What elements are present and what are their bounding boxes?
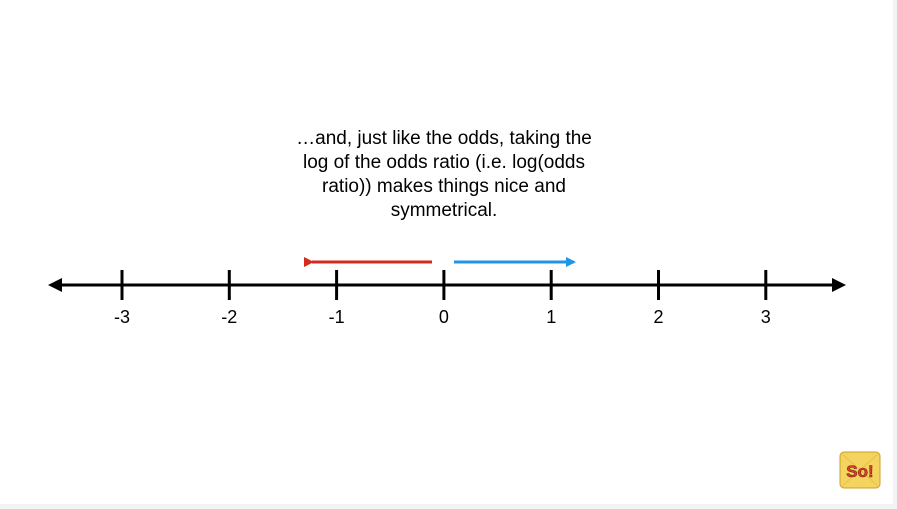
caption-line-4: symmetrical.	[390, 200, 498, 221]
caption-line-1: …and, just like the odds, taking the	[296, 128, 592, 149]
tick-label: 3	[761, 307, 771, 327]
logo-text: So!	[846, 462, 873, 481]
tick-label: 1	[546, 307, 556, 327]
axis-left-arrowhead	[48, 278, 62, 292]
caption-line-3: ratio)) makes things nice and	[322, 176, 566, 197]
axis-right-arrowhead	[832, 278, 846, 292]
statquest-logo-icon: So!	[838, 450, 882, 490]
caption-line-2: log of the odds ratio (i.e. log(odds	[302, 152, 585, 173]
caption-text: …and, just like the odds, taking the log…	[244, 127, 644, 223]
tick-label: -2	[221, 307, 237, 327]
tick-label: 2	[653, 307, 663, 327]
tick-label: -1	[329, 307, 345, 327]
tick-marks: -3 -2 -1 0 1 2 3	[114, 270, 771, 327]
tick-label: -3	[114, 307, 130, 327]
tick-label: 0	[439, 307, 449, 327]
